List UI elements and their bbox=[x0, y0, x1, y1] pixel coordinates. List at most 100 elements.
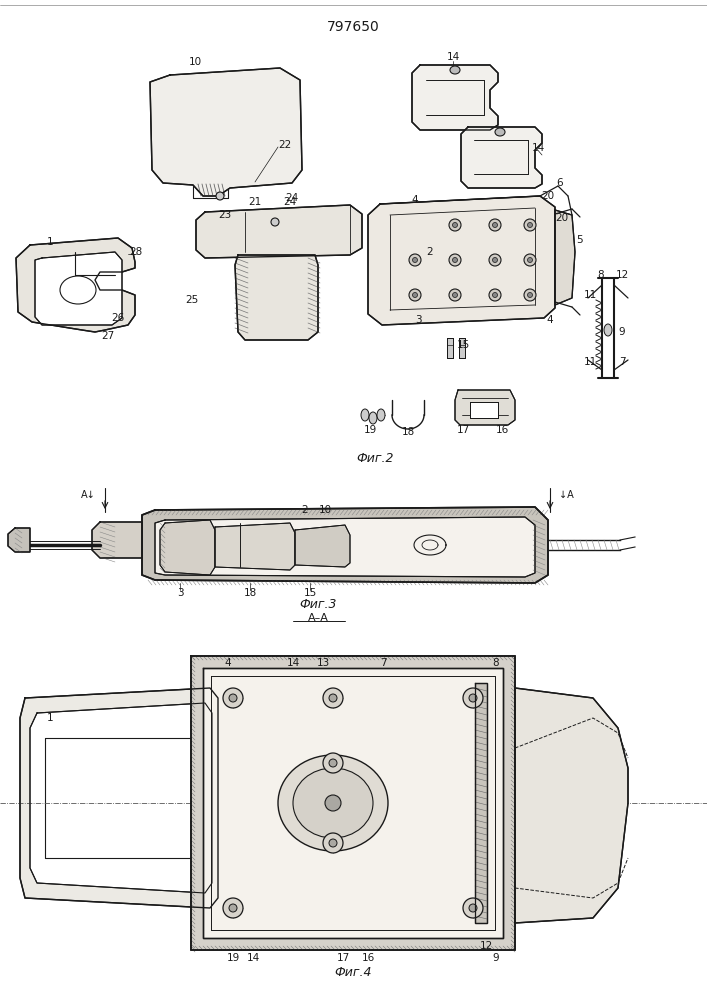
Ellipse shape bbox=[463, 688, 483, 708]
Text: 797650: 797650 bbox=[327, 20, 380, 34]
Ellipse shape bbox=[229, 694, 237, 702]
Text: 23: 23 bbox=[218, 210, 232, 220]
Text: 13: 13 bbox=[316, 658, 329, 668]
Text: 20: 20 bbox=[556, 213, 568, 223]
Ellipse shape bbox=[409, 289, 421, 301]
Polygon shape bbox=[160, 520, 215, 575]
Polygon shape bbox=[515, 688, 628, 923]
Ellipse shape bbox=[293, 768, 373, 838]
Ellipse shape bbox=[527, 257, 532, 262]
Text: 16: 16 bbox=[361, 953, 375, 963]
Ellipse shape bbox=[489, 219, 501, 231]
Text: 14: 14 bbox=[446, 52, 460, 62]
Polygon shape bbox=[150, 68, 302, 196]
Ellipse shape bbox=[527, 292, 532, 298]
Ellipse shape bbox=[450, 66, 460, 74]
Text: 8: 8 bbox=[493, 658, 499, 668]
Polygon shape bbox=[8, 528, 30, 552]
Polygon shape bbox=[555, 210, 575, 305]
Text: 1: 1 bbox=[47, 237, 53, 247]
Text: 10: 10 bbox=[318, 505, 332, 515]
Ellipse shape bbox=[369, 412, 377, 424]
Text: 14: 14 bbox=[286, 658, 300, 668]
Ellipse shape bbox=[524, 254, 536, 266]
Text: 22: 22 bbox=[279, 140, 291, 150]
Polygon shape bbox=[155, 517, 535, 577]
Text: 24: 24 bbox=[286, 193, 298, 203]
Text: 20: 20 bbox=[542, 191, 554, 201]
Ellipse shape bbox=[278, 755, 388, 851]
Text: 2: 2 bbox=[427, 247, 433, 257]
Polygon shape bbox=[235, 255, 318, 340]
Ellipse shape bbox=[223, 898, 243, 918]
Ellipse shape bbox=[361, 409, 369, 421]
Text: А–А: А–А bbox=[308, 613, 329, 623]
Text: 2: 2 bbox=[302, 505, 308, 515]
Text: Фиг.2: Фиг.2 bbox=[356, 452, 394, 464]
Polygon shape bbox=[295, 525, 350, 567]
Text: 7: 7 bbox=[380, 658, 386, 668]
Ellipse shape bbox=[449, 289, 461, 301]
Text: 16: 16 bbox=[496, 425, 508, 435]
Polygon shape bbox=[142, 507, 548, 583]
Polygon shape bbox=[461, 127, 542, 188]
Ellipse shape bbox=[493, 223, 498, 228]
Text: Фиг.4: Фиг.4 bbox=[334, 966, 372, 980]
Text: 4: 4 bbox=[411, 195, 419, 205]
Polygon shape bbox=[191, 656, 515, 950]
Text: 26: 26 bbox=[112, 313, 124, 323]
Ellipse shape bbox=[493, 292, 498, 298]
Text: 17: 17 bbox=[337, 953, 350, 963]
Ellipse shape bbox=[469, 694, 477, 702]
Text: 10: 10 bbox=[189, 57, 201, 67]
Polygon shape bbox=[470, 402, 498, 418]
Ellipse shape bbox=[449, 219, 461, 231]
Text: 6: 6 bbox=[556, 178, 563, 188]
Text: 4: 4 bbox=[547, 315, 554, 325]
Polygon shape bbox=[447, 338, 453, 358]
Text: 1: 1 bbox=[47, 713, 53, 723]
Ellipse shape bbox=[323, 753, 343, 773]
Text: 18: 18 bbox=[402, 427, 414, 437]
Polygon shape bbox=[215, 523, 295, 570]
Ellipse shape bbox=[223, 688, 243, 708]
Polygon shape bbox=[30, 703, 212, 893]
Ellipse shape bbox=[412, 257, 418, 262]
Text: 19: 19 bbox=[226, 953, 240, 963]
Polygon shape bbox=[368, 196, 555, 325]
Ellipse shape bbox=[329, 759, 337, 767]
Polygon shape bbox=[475, 683, 487, 923]
Text: 15: 15 bbox=[303, 588, 317, 598]
Ellipse shape bbox=[409, 254, 421, 266]
Ellipse shape bbox=[495, 128, 505, 136]
Ellipse shape bbox=[493, 257, 498, 262]
Ellipse shape bbox=[452, 292, 457, 298]
Text: 12: 12 bbox=[615, 270, 629, 280]
Polygon shape bbox=[20, 688, 218, 908]
Text: 11: 11 bbox=[583, 357, 597, 367]
Text: 11: 11 bbox=[583, 290, 597, 300]
Text: 3: 3 bbox=[415, 315, 421, 325]
Ellipse shape bbox=[329, 694, 337, 702]
Text: 14: 14 bbox=[532, 143, 544, 153]
Text: 7: 7 bbox=[619, 357, 625, 367]
Polygon shape bbox=[412, 65, 498, 130]
Text: 18: 18 bbox=[243, 588, 257, 598]
Ellipse shape bbox=[527, 223, 532, 228]
Text: А↓: А↓ bbox=[81, 490, 95, 500]
Ellipse shape bbox=[329, 839, 337, 847]
Text: 8: 8 bbox=[597, 270, 604, 280]
Ellipse shape bbox=[229, 904, 237, 912]
Polygon shape bbox=[455, 390, 515, 425]
Text: 24: 24 bbox=[284, 197, 297, 207]
Text: 17: 17 bbox=[457, 425, 469, 435]
Text: ↓А: ↓А bbox=[559, 490, 573, 500]
Ellipse shape bbox=[469, 904, 477, 912]
Text: 15: 15 bbox=[457, 340, 469, 350]
Ellipse shape bbox=[377, 409, 385, 421]
Text: 25: 25 bbox=[185, 295, 199, 305]
Ellipse shape bbox=[216, 192, 224, 200]
Text: 14: 14 bbox=[246, 953, 259, 963]
Ellipse shape bbox=[463, 898, 483, 918]
Text: 21: 21 bbox=[248, 197, 262, 207]
